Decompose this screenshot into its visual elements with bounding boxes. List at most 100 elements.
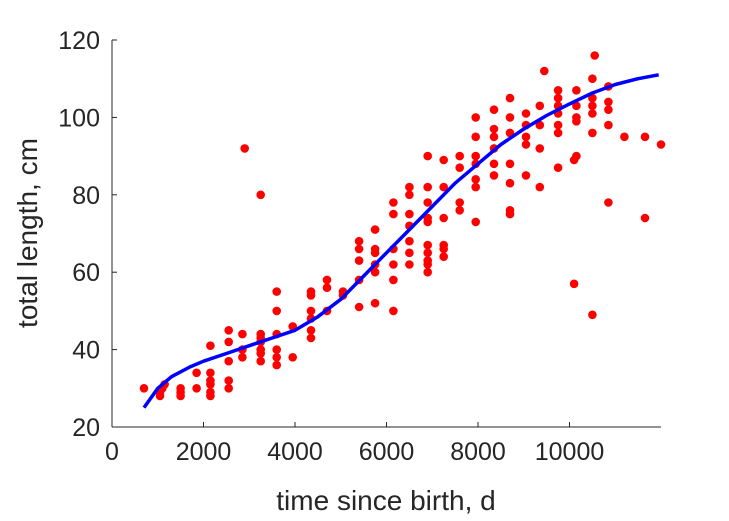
data-point bbox=[455, 163, 465, 172]
data-point bbox=[206, 341, 215, 351]
data-point bbox=[238, 329, 247, 339]
data-point bbox=[489, 159, 499, 169]
data-point bbox=[572, 86, 581, 95]
data-point bbox=[389, 306, 398, 316]
data-point bbox=[572, 113, 581, 122]
y-axis-label: total length, cm bbox=[12, 138, 43, 328]
data-point bbox=[306, 326, 316, 335]
data-point bbox=[620, 132, 629, 142]
data-point bbox=[423, 240, 433, 250]
data-point bbox=[224, 376, 233, 385]
x-tick-label: 8000 bbox=[450, 438, 506, 466]
x-tick-label: 10000 bbox=[535, 438, 605, 466]
data-point bbox=[640, 213, 650, 223]
data-point bbox=[224, 326, 233, 335]
data-point bbox=[272, 345, 282, 354]
x-tick-label: 6000 bbox=[359, 438, 415, 466]
data-point bbox=[224, 356, 233, 366]
data-point bbox=[656, 140, 666, 149]
data-point bbox=[272, 360, 282, 370]
x-tick-label: 0 bbox=[105, 438, 119, 466]
data-point bbox=[505, 206, 515, 215]
data-point bbox=[206, 387, 215, 397]
data-point bbox=[535, 101, 545, 111]
data-point bbox=[238, 353, 247, 362]
data-point bbox=[439, 155, 449, 165]
data-point bbox=[455, 198, 465, 207]
data-point bbox=[553, 163, 563, 172]
data-point bbox=[640, 132, 650, 142]
data-point bbox=[471, 175, 481, 184]
data-point bbox=[471, 113, 481, 122]
data-point bbox=[288, 353, 298, 362]
axes: 0 2000 4000 6000 8000 10000 20 40 60 80 100 120 bbox=[58, 27, 661, 466]
data-point bbox=[370, 244, 380, 254]
data-point bbox=[521, 140, 531, 149]
data-point bbox=[535, 120, 545, 130]
data-point bbox=[322, 275, 332, 285]
data-point bbox=[471, 132, 481, 142]
data-point bbox=[505, 159, 515, 169]
data-point bbox=[521, 109, 531, 118]
data-point bbox=[455, 151, 465, 161]
data-point bbox=[354, 302, 364, 312]
data-point bbox=[423, 256, 433, 265]
data-point bbox=[405, 209, 414, 219]
data-point bbox=[139, 384, 149, 393]
data-point bbox=[206, 368, 215, 378]
y-tick-label: 100 bbox=[58, 104, 100, 132]
data-point bbox=[439, 240, 449, 250]
data-point bbox=[604, 105, 613, 114]
x-tick-label: 4000 bbox=[267, 438, 323, 466]
data-point bbox=[192, 384, 201, 393]
data-point bbox=[224, 384, 233, 393]
y-tick-label: 20 bbox=[72, 414, 100, 442]
data-point bbox=[489, 124, 499, 134]
data-point bbox=[389, 260, 398, 269]
data-point bbox=[354, 244, 364, 254]
data-point bbox=[370, 267, 380, 277]
data-point bbox=[176, 384, 185, 393]
data-point bbox=[405, 260, 414, 269]
data-point bbox=[535, 144, 545, 153]
data-point bbox=[455, 206, 465, 215]
data-point bbox=[423, 198, 433, 207]
data-point bbox=[489, 171, 499, 180]
data-point bbox=[553, 86, 563, 95]
data-point bbox=[306, 333, 316, 343]
x-tick-label: 2000 bbox=[176, 438, 232, 466]
data-point bbox=[370, 225, 380, 234]
data-point bbox=[489, 105, 499, 114]
y-tick-label: 40 bbox=[72, 337, 100, 365]
data-point bbox=[405, 190, 414, 200]
data-point bbox=[505, 93, 515, 103]
data-point bbox=[569, 279, 579, 289]
data-point bbox=[588, 74, 597, 83]
y-tick-label: 60 bbox=[72, 259, 100, 287]
data-point bbox=[535, 182, 545, 192]
data-point bbox=[553, 93, 563, 103]
data-point bbox=[256, 329, 266, 339]
data-point bbox=[588, 109, 597, 118]
data-point bbox=[604, 97, 613, 107]
data-point bbox=[521, 132, 531, 142]
data-point bbox=[604, 120, 613, 130]
data-point bbox=[322, 283, 332, 293]
data-point bbox=[306, 306, 316, 316]
data-point bbox=[588, 128, 597, 138]
data-point bbox=[540, 66, 549, 76]
data-point bbox=[224, 337, 233, 347]
data-point bbox=[423, 182, 433, 192]
data-point bbox=[272, 306, 282, 316]
data-point bbox=[192, 368, 201, 378]
fit-curve bbox=[142, 73, 660, 409]
data-point bbox=[354, 256, 364, 265]
data-point bbox=[521, 171, 531, 180]
data-point bbox=[256, 345, 266, 354]
data-point bbox=[354, 236, 364, 246]
data-point bbox=[423, 151, 433, 161]
y-tick-label: 80 bbox=[72, 182, 100, 210]
data-point bbox=[206, 376, 215, 385]
data-point bbox=[588, 310, 597, 320]
